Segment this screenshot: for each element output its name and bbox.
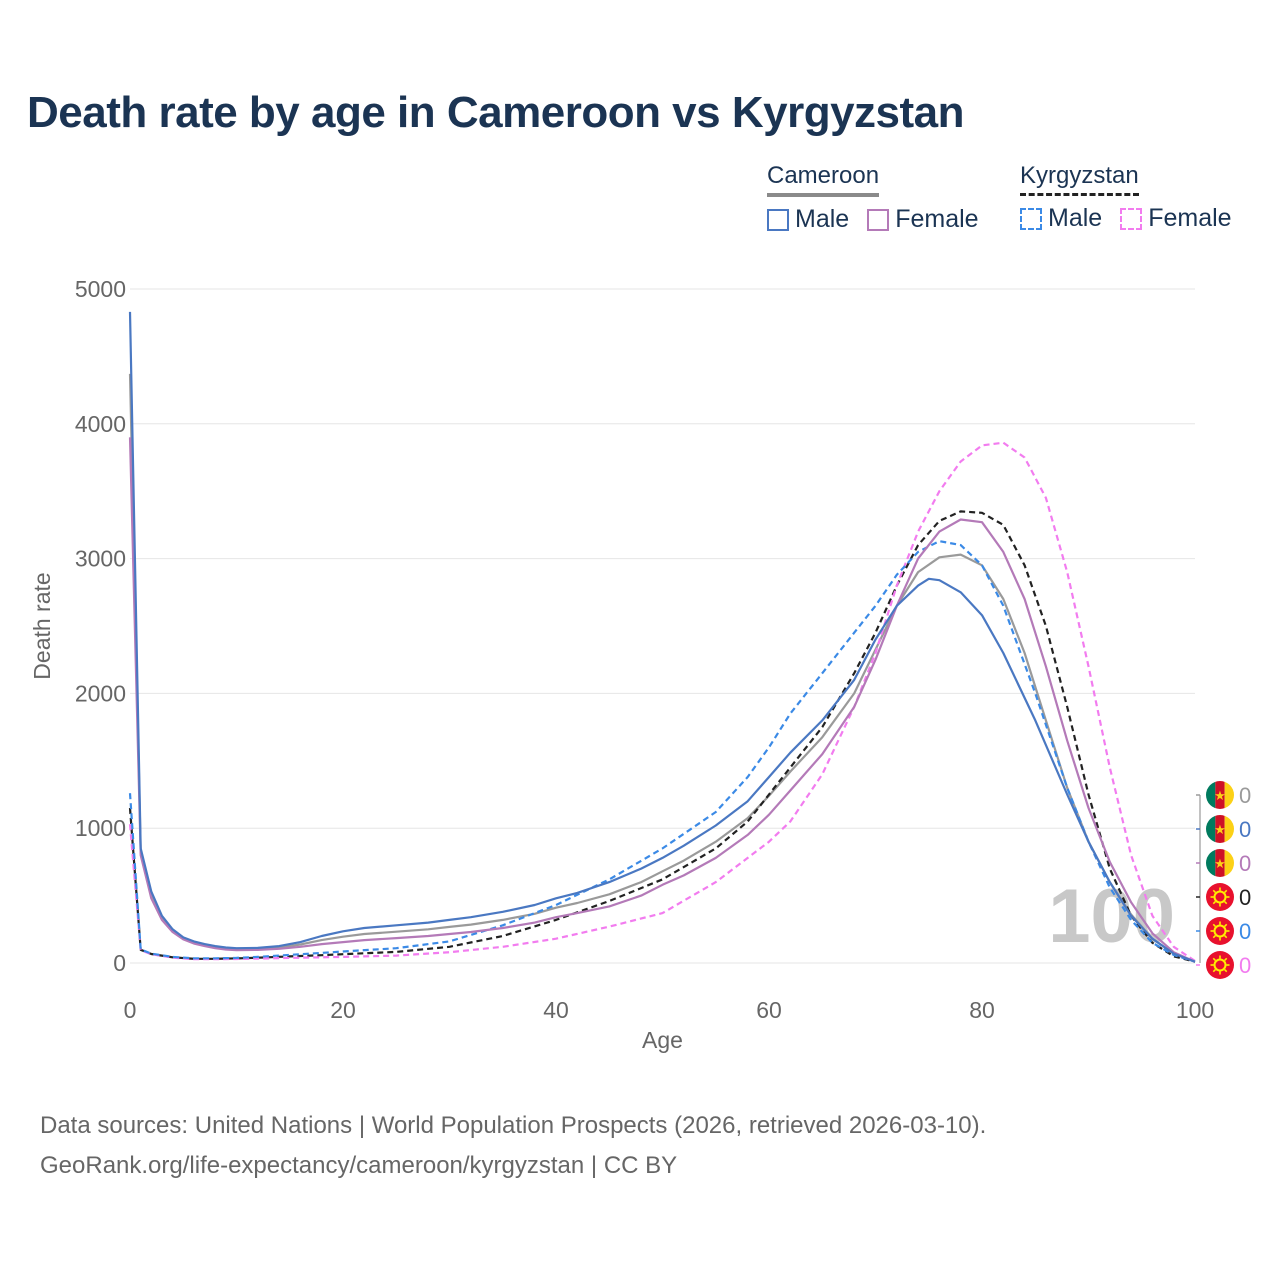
end-value-label: 0	[1239, 851, 1251, 876]
flag-icon-cameroon: ★	[1206, 849, 1234, 877]
y-tick-label: 0	[113, 950, 126, 976]
series-line-kyrgyzstan-both	[128, 510, 1196, 963]
y-tick-label: 2000	[75, 680, 126, 706]
source-note: Data sources: United Nations | World Pop…	[40, 1106, 986, 1186]
end-value-label: 0	[1239, 817, 1251, 842]
legend-item-cameroon-male[interactable]: Male	[767, 205, 849, 234]
flag-icon-kyrgyzstan	[1206, 917, 1234, 945]
legend-label-cameroon-female: Female	[895, 205, 979, 233]
x-tick-label: 40	[543, 997, 569, 1023]
source-line-1: Data sources: United Nations | World Pop…	[40, 1112, 987, 1139]
svg-text:★: ★	[1214, 789, 1226, 804]
legend-swatch-kyrgyzstan-male	[1020, 207, 1042, 230]
end-value-label: 0	[1239, 919, 1251, 944]
x-tick-label: 20	[330, 997, 356, 1023]
series-line-cameroon-male	[128, 311, 1196, 963]
legend-country-kyrgyzstan: Kyrgyzstan	[1020, 162, 1139, 196]
legend-swatch-cameroon-female	[867, 208, 890, 231]
death-rate-chart: 0 1000 2000 3000 4000 5000 0 20 40 60 80 100 Age Deat…	[29, 276, 1251, 1053]
y-tick-label: 4000	[75, 411, 126, 437]
chart-title: Death rate by age in Cameroon vs Kyrgyzs…	[27, 88, 965, 137]
y-tick-label: 5000	[75, 276, 126, 302]
legend-label-cameroon-male: Male	[795, 205, 850, 233]
x-tick-label: 80	[969, 997, 995, 1023]
source-line-2[interactable]: GeoRank.org/life-expectancy/cameroon/kyr…	[40, 1152, 678, 1179]
flag-icon-cameroon: ★	[1206, 815, 1234, 843]
x-tick-label: 0	[124, 997, 137, 1023]
legend-swatch-cameroon-male	[767, 208, 789, 231]
svg-text:★: ★	[1214, 857, 1226, 872]
legend-swatch-kyrgyzstan-female	[1120, 207, 1143, 230]
flag-icon-cameroon: ★	[1206, 781, 1234, 809]
legend-label-kyrgyzstan-male: Male	[1048, 204, 1103, 232]
legend-label-kyrgyzstan-female: Female	[1148, 204, 1232, 232]
series-line-kyrgyzstan-male	[128, 540, 1196, 963]
end-value-label: 0	[1239, 953, 1251, 978]
legend-item-cameroon-female[interactable]: Female	[867, 205, 979, 234]
legend-country-cameroon: Cameroon	[767, 162, 880, 197]
end-value-label: 0	[1239, 885, 1251, 910]
legend-item-kyrgyzstan-male[interactable]: Male	[1020, 204, 1102, 233]
flag-icon-kyrgyzstan	[1206, 951, 1234, 979]
y-tick-label: 3000	[75, 546, 126, 572]
y-axis-label: Death rate	[29, 572, 55, 679]
legend-group-kyrgyzstan: Kyrgyzstan Male Female	[1020, 162, 1250, 233]
series-line-cameroon-female	[128, 437, 1196, 963]
svg-text:★: ★	[1214, 823, 1226, 838]
x-tick-label: 100	[1176, 997, 1214, 1023]
y-tick-label: 1000	[75, 815, 126, 841]
x-tick-label: 60	[756, 997, 782, 1023]
end-value-label: 0	[1239, 783, 1251, 808]
legend-item-kyrgyzstan-female[interactable]: Female	[1120, 204, 1232, 233]
legend-group-cameroon: Cameroon Male Female	[767, 162, 997, 234]
x-axis-label: Age	[642, 1027, 683, 1053]
series-line-kyrgyzstan-female	[128, 441, 1196, 962]
flag-icon-kyrgyzstan	[1206, 883, 1234, 911]
series-line-cameroon-both	[128, 373, 1196, 963]
